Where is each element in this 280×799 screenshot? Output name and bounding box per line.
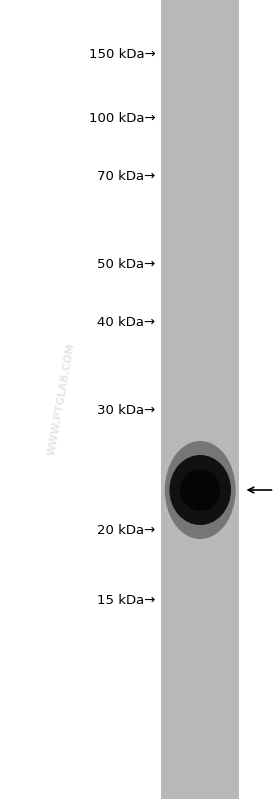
Text: 30 kDa→: 30 kDa→ <box>97 403 155 416</box>
Text: 15 kDa→: 15 kDa→ <box>97 594 155 606</box>
Ellipse shape <box>169 455 231 525</box>
Text: 150 kDa→: 150 kDa→ <box>89 49 155 62</box>
Text: WWW.PTGLAB.COM: WWW.PTGLAB.COM <box>47 342 76 457</box>
Text: 40 kDa→: 40 kDa→ <box>97 316 155 328</box>
Text: 20 kDa→: 20 kDa→ <box>97 523 155 536</box>
Ellipse shape <box>165 441 236 539</box>
Ellipse shape <box>180 469 220 511</box>
Bar <box>161 0 239 799</box>
Text: 70 kDa→: 70 kDa→ <box>97 169 155 182</box>
Text: 100 kDa→: 100 kDa→ <box>89 112 155 125</box>
Text: 50 kDa→: 50 kDa→ <box>97 259 155 272</box>
